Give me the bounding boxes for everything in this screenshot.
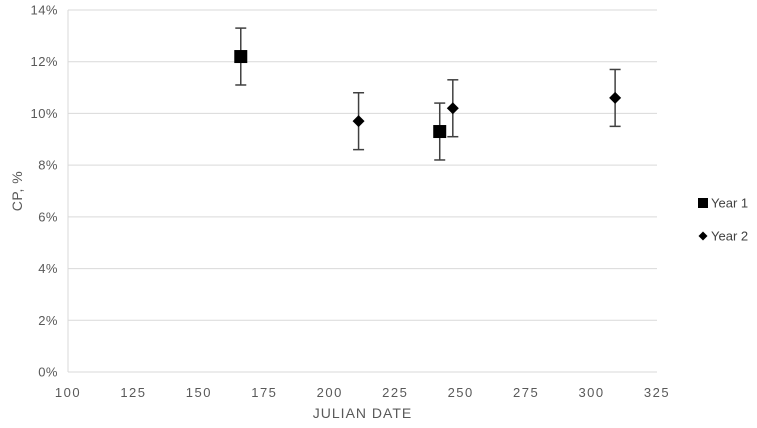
x-tick-label: 150 bbox=[186, 385, 212, 400]
data-point-year-1-2 bbox=[433, 102, 447, 161]
y-tick-label: 14% bbox=[30, 3, 58, 18]
series-year-2 bbox=[352, 68, 622, 151]
y-tick-label: 2% bbox=[38, 313, 58, 328]
data-point-year-2-2 bbox=[446, 79, 459, 138]
legend-item-year-2[interactable]: Year 2 bbox=[698, 229, 749, 244]
legend-item-year-1[interactable]: Year 1 bbox=[698, 196, 748, 211]
data-point-year-2-3 bbox=[609, 68, 622, 128]
x-tick-label: 300 bbox=[578, 385, 604, 400]
y-tick-label: 10% bbox=[30, 106, 58, 121]
x-tick-label: 125 bbox=[120, 385, 146, 400]
x-tick-label: 175 bbox=[251, 385, 277, 400]
data-point-year-1-1 bbox=[234, 27, 248, 86]
x-axis-title: JULIAN DATE bbox=[313, 405, 412, 421]
legend-item-label: Year 2 bbox=[711, 229, 748, 244]
x-tick-label: 225 bbox=[382, 385, 408, 400]
x-tick-label: 325 bbox=[644, 385, 670, 400]
diamond-marker bbox=[609, 91, 622, 104]
diamond-marker bbox=[446, 102, 459, 115]
x-tick-label: 250 bbox=[448, 385, 474, 400]
y-axis-title: CP, % bbox=[9, 171, 25, 211]
y-tick-label: 6% bbox=[38, 209, 58, 224]
square-marker-legend bbox=[698, 198, 708, 208]
square-marker bbox=[433, 125, 447, 139]
x-tick-label: 200 bbox=[317, 385, 343, 400]
y-tick-label: 8% bbox=[38, 158, 58, 173]
y-tick-label: 4% bbox=[38, 261, 58, 276]
diamond-marker bbox=[352, 115, 365, 128]
x-tick-label: 100 bbox=[55, 385, 81, 400]
diamond-marker-legend bbox=[698, 231, 708, 241]
x-tick-label: 275 bbox=[513, 385, 539, 400]
square-marker bbox=[234, 50, 248, 64]
series-year-1 bbox=[234, 27, 447, 161]
legend-item-label: Year 1 bbox=[711, 196, 748, 211]
data-point-year-2-1 bbox=[352, 91, 365, 151]
y-tick-label: 12% bbox=[30, 54, 58, 69]
y-tick-label: 0% bbox=[38, 365, 58, 380]
